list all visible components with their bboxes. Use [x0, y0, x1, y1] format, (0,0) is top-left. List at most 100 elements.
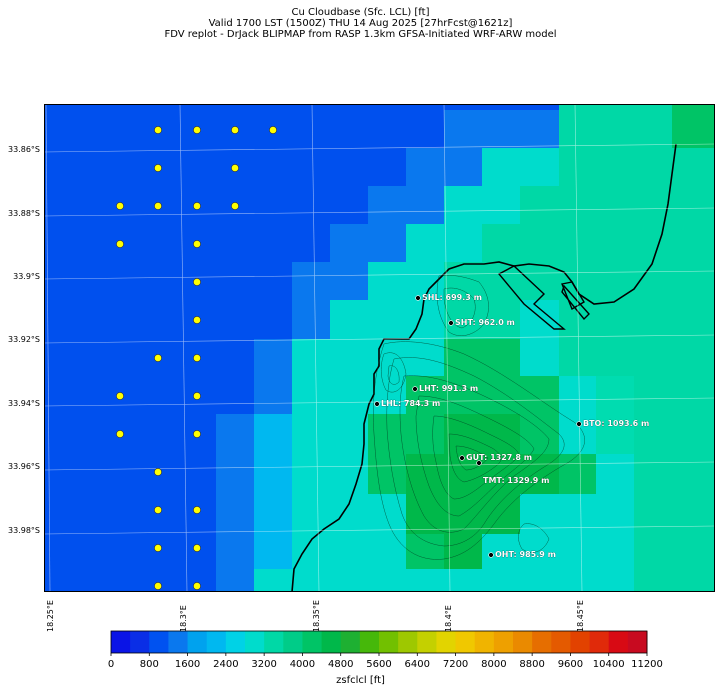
grid-point-marker [193, 278, 201, 286]
colorbar-tick-label: 4000 [290, 659, 315, 670]
lat-label: 33.94°S [8, 399, 40, 408]
colorbar-segment [513, 631, 533, 653]
site-marker-lhl [374, 401, 380, 407]
colorbar-tick-label: 800 [140, 659, 159, 670]
colorbar-tick-label: 3200 [251, 659, 276, 670]
lat-label: 33.92°S [8, 335, 40, 344]
site-marker-sht [448, 320, 454, 326]
colorbar-segment [245, 631, 265, 653]
colorbar-segment [340, 631, 361, 653]
grid-point-marker [154, 126, 162, 134]
colorbar-tick-label: 0 [108, 659, 114, 670]
lat-label: 33.86°S [8, 145, 40, 154]
map-title: Cu Cloudbase (Sfc. LCL) [ft] [291, 7, 430, 18]
grid-point-marker [116, 202, 124, 210]
site-marker-oht [488, 552, 494, 558]
colorbar-segment [111, 631, 131, 653]
field-green-2 [672, 104, 715, 148]
grid-point-markers [116, 126, 277, 590]
colorbar-tick-label: 9600 [558, 659, 583, 670]
coastline [291, 143, 677, 592]
site-label-tmt: TMT: 1329.9 m [483, 476, 549, 485]
colorbar-segment [608, 631, 629, 653]
colorbar-segment [589, 631, 610, 653]
grid-point-marker [154, 582, 162, 590]
colorbar-segment [283, 631, 303, 653]
lat-label: 33.96°S [8, 462, 40, 471]
colorbar-segment [302, 631, 323, 653]
model-subtitle: FDV replot - DrJack BLIPMAP from RASP 1.… [164, 29, 557, 40]
colorbar-tick-label: 11200 [631, 659, 663, 670]
colorbar-tick-label: 5600 [366, 659, 391, 670]
terrain-contours [373, 275, 585, 560]
grid-point-marker [154, 544, 162, 552]
grid-point-marker [231, 164, 239, 172]
colorbar-segment [359, 631, 380, 653]
grid-point-marker [154, 354, 162, 362]
colorbar-segment [436, 631, 457, 653]
grid-point-marker [269, 126, 277, 134]
colorbar-segment [474, 631, 495, 653]
colorbar-tick-label: 1600 [175, 659, 200, 670]
graticule [44, 104, 715, 592]
colorbar-tick-label: 8000 [481, 659, 506, 670]
grid-point-marker [193, 354, 201, 362]
grid-point-marker [193, 392, 201, 400]
colorbar-segment [206, 631, 227, 653]
colorbar-segment [551, 631, 571, 653]
lat-label: 33.88°S [8, 209, 40, 218]
colorbar-segment [417, 631, 437, 653]
colorbar-segment [168, 631, 189, 653]
colorbar-segment [130, 631, 150, 653]
site-marker-tmt [476, 460, 482, 466]
grid-point-marker [116, 392, 124, 400]
grid-point-marker [154, 164, 162, 172]
grid-point-marker [231, 202, 239, 210]
cloudbase-map: SHL: 699.3 m SHT: 962.0 m LHT: 991.3 m LHL:… [44, 104, 715, 592]
grid-point-marker [231, 126, 239, 134]
field-light-blue [254, 414, 292, 569]
colorbar-segment [187, 631, 208, 653]
lat-label: 33.98°S [8, 526, 40, 535]
field-teal [482, 104, 715, 592]
site-label-sht: SHT: 962.0 m [455, 318, 515, 327]
harbour-outline [497, 265, 590, 330]
colorbar-segment [225, 631, 246, 653]
site-marker-lht [412, 386, 418, 392]
colorbar-tick-label: 6400 [405, 659, 430, 670]
grid-point-marker [193, 582, 201, 590]
colorbar-segment [264, 631, 284, 653]
grid-point-marker [193, 240, 201, 248]
lon-label: 18.25°E [46, 600, 55, 632]
field-dark-green [406, 414, 559, 569]
grid-point-marker [154, 506, 162, 514]
lat-label: 33.9°S [13, 272, 40, 281]
map-frame [44, 104, 715, 592]
colorbar-segment [149, 631, 169, 653]
grid-point-marker [193, 544, 201, 552]
colorbar-segment [379, 631, 399, 653]
colorbar-segment [321, 631, 342, 653]
site-marker-gut [459, 455, 465, 461]
colorbar-tick-label: 7200 [443, 659, 468, 670]
grid-point-marker [193, 316, 201, 324]
colorbar-label: zsfclcl [ft] [336, 675, 385, 686]
field-deep-blue [44, 104, 559, 592]
colorbar-tick-label: 8800 [519, 659, 544, 670]
valid-time: Valid 1700 LST (1500Z) THU 14 Aug 2025 [… [208, 18, 513, 29]
site-marker-bto [576, 421, 582, 427]
colorbar-segment [532, 631, 552, 653]
grid-point-marker [116, 240, 124, 248]
sites: SHL: 699.3 m SHT: 962.0 m LHT: 991.3 m LHL:… [374, 293, 650, 559]
site-label-lht: LHT: 991.3 m [419, 384, 478, 393]
grid-point-marker [193, 202, 201, 210]
colorbar-segment [570, 631, 591, 653]
colorbar: 0 800 1600 2400 3200 4000 4800 5600 6400 7200 8000… [108, 630, 663, 670]
grid-point-marker [154, 468, 162, 476]
colorbar-segment [398, 631, 418, 653]
colorbar-segment [627, 631, 648, 653]
colorbar-segment [493, 631, 514, 653]
grid-point-marker [193, 126, 201, 134]
site-label-gut: GUT: 1327.8 m [466, 453, 532, 462]
colorbar-tick-label: 10400 [593, 659, 625, 670]
